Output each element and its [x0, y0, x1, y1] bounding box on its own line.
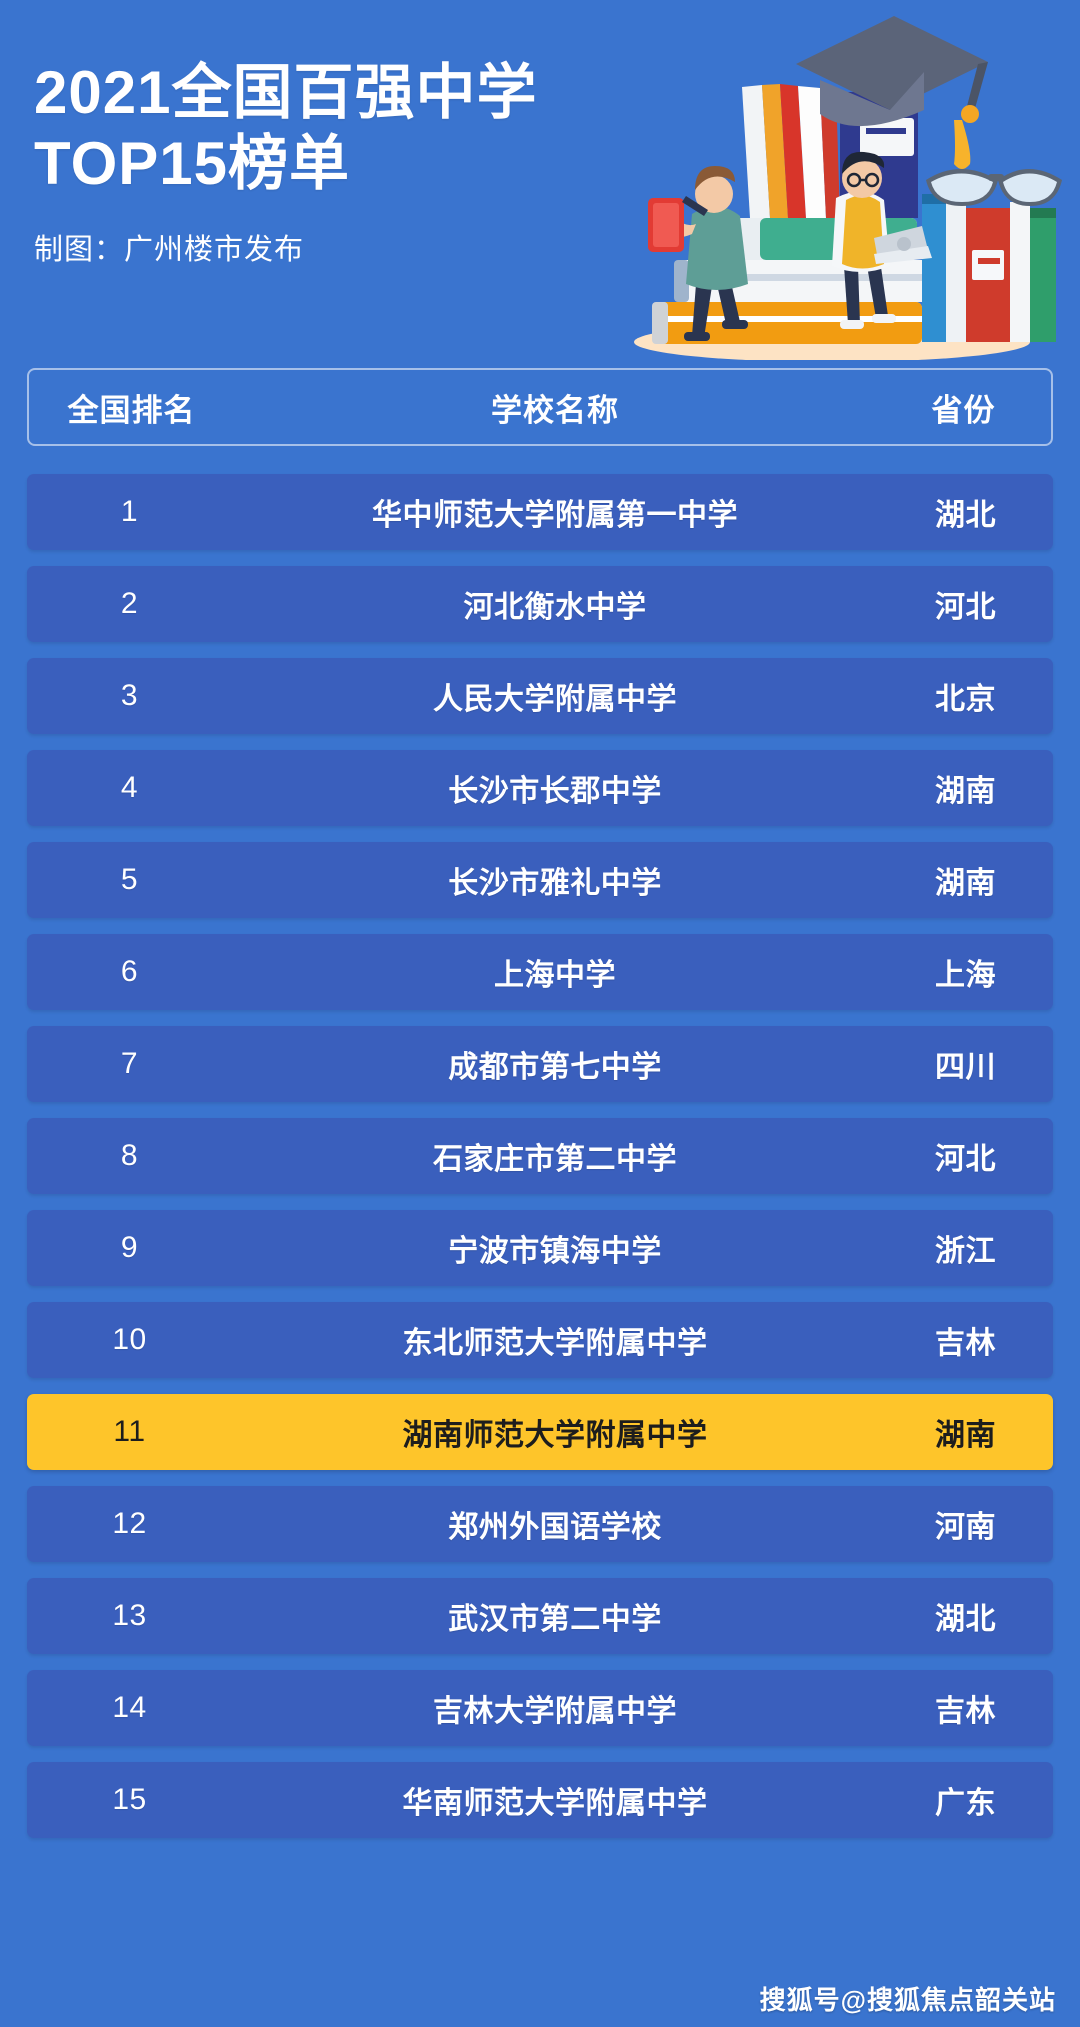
cell-school: 郑州外国语学校 [448, 1511, 662, 1544]
page-title-line-2: TOP15榜单 [34, 129, 350, 197]
cell-rank: 2 [120, 587, 139, 620]
cell-school: 武汉市第二中学 [448, 1603, 662, 1636]
cell-rank: 4 [120, 771, 139, 804]
cell-rank: 1 [120, 495, 139, 528]
cell-rank: 6 [120, 955, 139, 988]
cell-province: 吉林 [935, 1695, 996, 1728]
table-row[interactable]: 11 湖南师范大学附属中学 湖南 [27, 1394, 1053, 1470]
cell-rank: 9 [120, 1231, 139, 1264]
cell-school: 上海中学 [494, 959, 616, 992]
cell-province: 上海 [935, 959, 996, 992]
cell-province: 河北 [935, 591, 996, 624]
table-row[interactable]: 13 武汉市第二中学 湖北 [27, 1578, 1053, 1654]
page-title-line-1: 2021全国百强中学 [34, 59, 538, 126]
table-row[interactable]: 3 人民大学附属中学 北京 [27, 658, 1053, 734]
cell-school: 东北师范大学附属中学 [402, 1327, 708, 1360]
cell-school: 成都市第七中学 [448, 1051, 662, 1084]
students-books-graduation-cap-illustration [574, 2, 1074, 360]
table-row[interactable]: 6 上海中学 上海 [27, 934, 1053, 1010]
cell-rank: 10 [112, 1323, 147, 1356]
cell-rank: 7 [120, 1047, 139, 1080]
cell-school: 石家庄市第二中学 [433, 1143, 677, 1176]
cell-school: 华南师范大学附属中学 [402, 1787, 708, 1820]
table-row[interactable]: 4 长沙市长郡中学 湖南 [27, 750, 1053, 826]
column-header-rank: 全国排名 [67, 392, 196, 428]
cell-province: 湖北 [935, 499, 996, 532]
cell-rank: 5 [120, 863, 139, 896]
header-text-block: 2021全国百强中学 TOP15榜单 制图：广州楼市发布 [34, 58, 537, 268]
cell-school: 华中师范大学附属第一中学 [372, 499, 738, 532]
cell-province: 湖南 [935, 775, 996, 808]
table-row[interactable]: 14 吉林大学附属中学 吉林 [27, 1670, 1053, 1746]
table-row[interactable]: 12 郑州外国语学校 河南 [27, 1486, 1053, 1562]
table-row[interactable]: 1 华中师范大学附属第一中学 湖北 [27, 474, 1053, 550]
page-header: 2021全国百强中学 TOP15榜单 制图：广州楼市发布 [0, 0, 1080, 368]
cell-province: 河南 [935, 1511, 996, 1544]
cell-province: 湖南 [935, 867, 996, 900]
cell-school: 长沙市雅礼中学 [448, 867, 662, 900]
cell-province: 浙江 [935, 1235, 996, 1268]
table-row[interactable]: 2 河北衡水中学 河北 [27, 566, 1053, 642]
cell-rank: 12 [112, 1507, 147, 1540]
cell-rank: 14 [112, 1691, 147, 1724]
ranking-table: 全国排名 学校名称 省份 1 华中师范大学附属第一中学 湖北 2 河北衡水中学 河北 3 人民… [0, 368, 1080, 1838]
cell-province: 广东 [935, 1787, 996, 1820]
cell-rank: 11 [113, 1415, 146, 1448]
table-row[interactable]: 9 宁波市镇海中学 浙江 [27, 1210, 1053, 1286]
cell-rank: 15 [112, 1783, 147, 1816]
page-subtitle: 制图：广州楼市发布 [34, 233, 305, 266]
column-header-school: 学校名称 [491, 392, 619, 428]
cell-rank: 13 [112, 1599, 147, 1632]
cell-rank: 8 [120, 1139, 139, 1172]
table-row[interactable]: 15 华南师范大学附属中学 广东 [27, 1762, 1053, 1838]
table-header-row: 全国排名 学校名称 省份 [27, 368, 1053, 446]
cell-province: 河北 [935, 1143, 996, 1176]
table-row[interactable]: 8 石家庄市第二中学 河北 [27, 1118, 1053, 1194]
cell-school: 湖南师范大学附属中学 [402, 1419, 708, 1452]
table-row[interactable]: 10 东北师范大学附属中学 吉林 [27, 1302, 1053, 1378]
cell-school: 宁波市镇海中学 [448, 1235, 662, 1268]
cell-province: 四川 [935, 1051, 996, 1084]
cell-school: 长沙市长郡中学 [448, 775, 662, 808]
column-header-province: 省份 [931, 392, 996, 428]
cell-province: 吉林 [935, 1327, 996, 1360]
cell-province: 湖南 [935, 1419, 996, 1452]
watermark: 搜狐号@搜狐焦点韶关站 [759, 1985, 1056, 2015]
cell-school: 河北衡水中学 [463, 591, 647, 624]
table-body: 1 华中师范大学附属第一中学 湖北 2 河北衡水中学 河北 3 人民大学附属中学 北京 4 长沙市长… [27, 474, 1053, 1838]
cell-school: 吉林大学附属中学 [433, 1695, 677, 1728]
cell-school: 人民大学附属中学 [433, 683, 677, 716]
table-row[interactable]: 5 长沙市雅礼中学 湖南 [27, 842, 1053, 918]
cell-rank: 3 [120, 679, 139, 712]
table-row[interactable]: 7 成都市第七中学 四川 [27, 1026, 1053, 1102]
cell-province: 湖北 [935, 1603, 996, 1636]
cell-province: 北京 [935, 683, 996, 716]
